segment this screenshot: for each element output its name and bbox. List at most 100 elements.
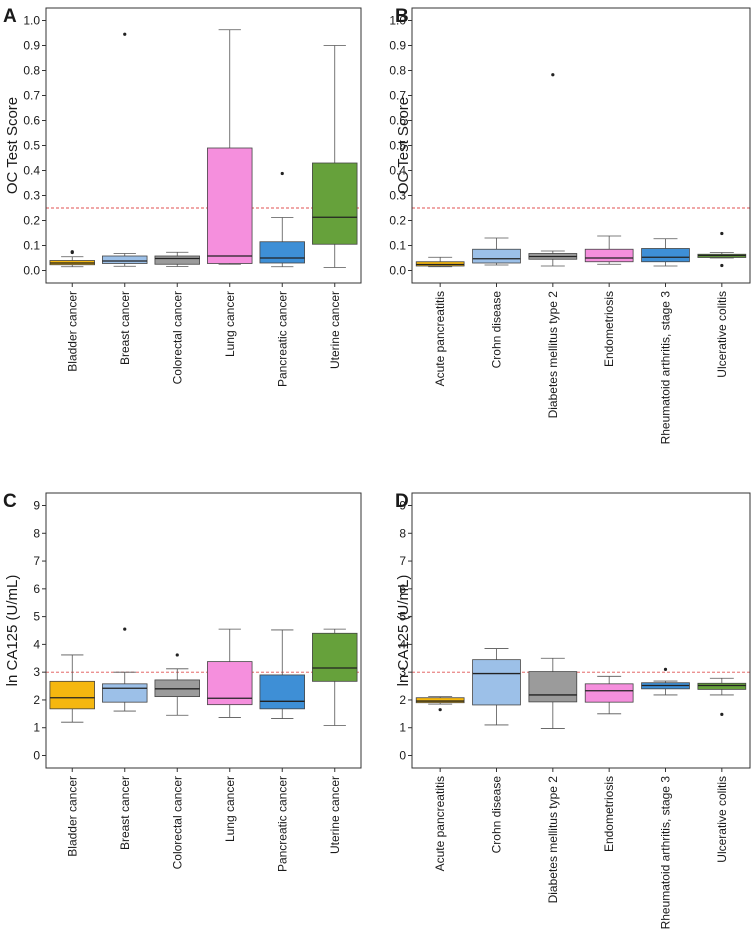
y-tick-label: 1.0 — [389, 14, 406, 28]
panel-letter: B — [395, 6, 409, 27]
x-category-label: Pancreatic cancer — [275, 776, 289, 872]
box-crohn-disease — [472, 237, 521, 266]
y-tick-label: 0.4 — [389, 164, 406, 178]
x-category-label: Acute pancreatitis — [433, 291, 447, 386]
outlier-point — [123, 32, 127, 36]
box-uterine-cancer — [312, 628, 358, 726]
outlier-point — [280, 171, 284, 176]
x-category-label: Rheumatoid arthritis, stage 3 — [659, 776, 673, 930]
x-category-label: Bladder cancer — [65, 776, 79, 857]
x-category-label: Colorectal cancer — [170, 776, 184, 869]
outlier-point — [720, 231, 724, 236]
box-bladder-cancer — [49, 250, 95, 268]
y-tick-label: 1 — [399, 721, 406, 735]
y-axis-label: OC Test Score — [395, 97, 412, 194]
box-iqr — [49, 680, 95, 710]
outlier-point — [720, 712, 724, 716]
y-tick-label: 0.1 — [23, 239, 40, 253]
box-iqr — [584, 248, 634, 263]
x-category-label: Colorectal cancer — [170, 291, 184, 384]
y-tick-label: 0.2 — [389, 214, 406, 228]
x-category-label: Breast cancer — [118, 291, 132, 365]
box-crohn-disease — [472, 648, 521, 726]
y-tick-label: 8 — [33, 526, 40, 540]
plot-frame — [45, 7, 362, 284]
y-tick-label: 0.9 — [389, 39, 406, 53]
panel-letter: A — [3, 6, 17, 27]
panel-C: Cln CA125 (U/mL) 0 1 2 3 4 5 6 7 8 9 Bladder cancer… — [3, 491, 362, 872]
x-category-label: Diabetes mellitus type 2 — [546, 291, 560, 419]
y-axis-label: OC Test Score — [4, 97, 21, 194]
x-category-label: Endometriosis — [602, 776, 616, 852]
y-tick-label: 0.0 — [389, 264, 406, 278]
y-tick-label: 0.8 — [23, 64, 40, 78]
x-category-label: Ulcerative colitis — [715, 776, 729, 863]
outlier-point — [70, 250, 74, 254]
y-tick-label: 4 — [399, 637, 406, 651]
box-iqr — [312, 632, 358, 682]
box-breast-cancer — [102, 32, 148, 267]
y-tick-label: 9 — [399, 499, 406, 513]
y-tick-label: 0.8 — [389, 64, 406, 78]
box-diabetes-mellitus-type-2 — [528, 657, 578, 729]
box-acute-pancreatitis — [415, 696, 465, 712]
y-tick-label: 2 — [399, 693, 406, 707]
box-iqr — [207, 147, 253, 264]
plot-frame — [411, 492, 751, 769]
panel-A: A OC Test Score 0.0 0.1 0.2 0.3 0.4 0.5 0.6 0.7 0.… — [3, 6, 362, 387]
y-tick-label: 1.0 — [23, 14, 40, 28]
x-category-label: Uterine cancer — [328, 291, 342, 369]
box-endometriosis — [584, 235, 634, 265]
y-tick-label: 7 — [399, 554, 406, 568]
box-iqr — [259, 674, 305, 710]
box-acute-pancreatitis — [415, 256, 465, 268]
box-iqr — [528, 671, 578, 703]
outlier-point — [438, 708, 442, 712]
box-iqr — [584, 683, 634, 703]
y-tick-label: 0.0 — [23, 264, 40, 278]
y-tick-label: 0.4 — [23, 164, 40, 178]
y-tick-label: 0.1 — [389, 239, 406, 253]
outlier-point — [720, 263, 724, 268]
box-bladder-cancer — [49, 654, 95, 723]
box-colorectal-cancer — [154, 251, 200, 267]
box-lung-cancer — [207, 628, 253, 718]
box-pancreatic-cancer — [259, 629, 305, 719]
x-category-label: Pancreatic cancer — [275, 291, 289, 387]
y-tick-label: 0 — [33, 749, 40, 763]
y-tick-label: 0.5 — [23, 139, 40, 153]
x-category-label: Uterine cancer — [328, 776, 342, 854]
plot-frame — [45, 492, 362, 769]
box-iqr — [472, 248, 521, 264]
box-endometriosis — [584, 675, 634, 715]
panel-letter: C — [3, 491, 17, 512]
outlier-point — [663, 667, 668, 671]
panel-B: B OC Test Score 0.0 0.1 0.2 0.3 0.4 0.5 0.6 0.7 0.… — [389, 6, 751, 445]
y-tick-label: 7 — [33, 554, 40, 568]
y-tick-label: 0.6 — [389, 114, 406, 128]
box-iqr — [102, 683, 148, 703]
y-tick-label: 4 — [33, 637, 40, 651]
x-category-label: Crohn disease — [490, 776, 504, 854]
box-iqr — [415, 697, 465, 704]
box-breast-cancer — [102, 627, 148, 712]
x-category-label: Rheumatoid arthritis, stage 3 — [659, 291, 673, 445]
y-tick-label: 8 — [399, 526, 406, 540]
y-axis-label: ln CA125 (U/mL) — [395, 575, 412, 687]
y-tick-label: 0.6 — [23, 114, 40, 128]
y-tick-label: 0 — [399, 749, 406, 763]
x-category-label: Breast cancer — [118, 776, 132, 850]
box-iqr — [472, 659, 521, 706]
x-category-label: Lung cancer — [223, 776, 237, 842]
panel-D: Dln CA125 (U/mL) 0 1 2 3 4 5 6 7 8 9 Acute pancreat… — [395, 491, 751, 930]
box-iqr — [207, 661, 253, 706]
box-lung-cancer — [207, 29, 253, 265]
y-tick-label: 5 — [33, 610, 40, 624]
box-iqr — [154, 255, 200, 265]
x-category-label: Bladder cancer — [65, 291, 79, 372]
box-rheumatoid-arthritis-stage-3 — [641, 238, 690, 267]
box-rheumatoid-arthritis-stage-3 — [641, 667, 690, 696]
y-tick-label: 1 — [33, 721, 40, 735]
y-tick-label: 6 — [33, 582, 40, 596]
